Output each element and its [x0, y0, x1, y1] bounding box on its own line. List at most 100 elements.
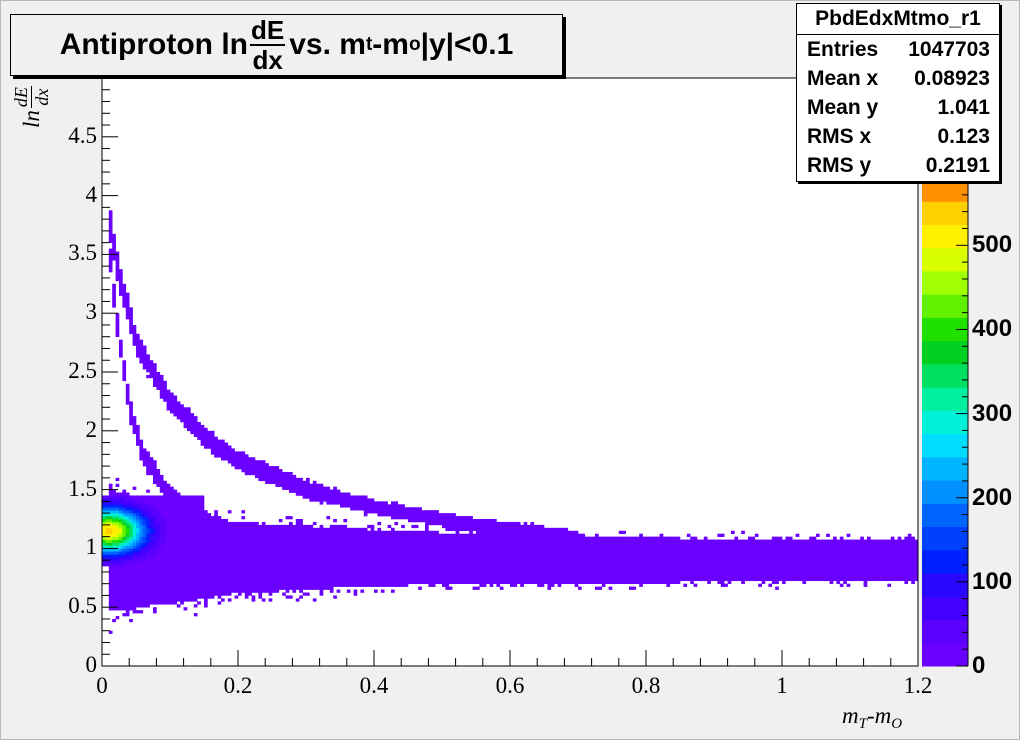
heatmap-cell — [210, 524, 215, 529]
heatmap-cell — [693, 539, 698, 543]
heatmap-cell — [244, 533, 249, 537]
heatmap-cell — [258, 554, 263, 558]
heatmap-cell — [190, 574, 195, 579]
heatmap-cell — [544, 530, 548, 534]
heatmap-cell — [707, 542, 711, 546]
heatmap-cell — [278, 574, 283, 579]
heatmap-cell — [163, 501, 167, 505]
heatmap-cell — [129, 533, 133, 537]
heatmap-cell — [159, 539, 164, 543]
heatmap-cell — [221, 448, 225, 452]
heatmap-cell — [608, 571, 613, 576]
heatmap-cell — [190, 583, 195, 587]
heatmap-cell — [571, 551, 575, 555]
heatmap-cell — [241, 563, 246, 567]
heatmap-cell — [384, 571, 388, 576]
heatmap-cell — [622, 530, 626, 534]
heatmap-cell — [414, 560, 419, 564]
heatmap-cell — [421, 539, 426, 543]
heatmap-cell — [533, 536, 538, 540]
heatmap-cell — [448, 519, 453, 523]
heatmap-cell — [377, 580, 382, 584]
heatmap-cell — [380, 536, 385, 540]
heatmap-cell — [605, 545, 609, 549]
heatmap-cell — [302, 545, 307, 549]
heatmap-cell — [136, 539, 140, 543]
heatmap-cell — [129, 566, 133, 570]
heatmap-cell — [136, 348, 140, 352]
heatmap-cell — [618, 539, 623, 543]
heatmap-cell — [333, 580, 337, 584]
heatmap-cell — [309, 563, 314, 567]
heatmap-cell — [180, 586, 184, 590]
heatmap-cell — [231, 580, 235, 584]
heatmap-cell — [299, 568, 303, 573]
heatmap-cell — [316, 495, 320, 499]
heatmap-cell — [248, 592, 252, 596]
heatmap-cell — [370, 501, 375, 505]
heatmap-cell — [363, 566, 368, 570]
heatmap-cell — [431, 557, 436, 561]
heatmap-cell — [414, 554, 419, 558]
heatmap-cell — [591, 554, 596, 558]
heatmap-cell — [295, 568, 300, 573]
heatmap-cell — [119, 269, 123, 273]
heatmap-cell — [268, 571, 273, 576]
heatmap-cell — [646, 560, 650, 564]
heatmap-cell — [489, 563, 494, 567]
heatmap-cell — [272, 554, 276, 558]
heatmap-cell — [193, 504, 198, 508]
heatmap-cell — [513, 545, 518, 549]
heatmap-cell — [108, 548, 113, 552]
heatmap-cell — [312, 571, 317, 576]
heatmap-cell — [272, 571, 276, 576]
heatmap-cell — [108, 583, 113, 587]
heatmap-cell — [159, 554, 164, 558]
heatmap-cell — [547, 566, 552, 570]
heatmap-cell — [112, 298, 116, 302]
heatmap-cell — [122, 513, 127, 517]
heatmap-cell — [170, 519, 174, 523]
heatmap-cell — [445, 583, 450, 587]
heatmap-cell — [537, 566, 541, 570]
heatmap-cell — [302, 551, 307, 555]
heatmap-cell — [115, 527, 120, 532]
heatmap-cell — [479, 577, 484, 582]
heatmap-cell — [452, 563, 456, 567]
heatmap-cell — [122, 577, 127, 582]
heatmap-cell — [697, 566, 701, 570]
heatmap-cell — [312, 551, 317, 555]
heatmap-cell — [544, 574, 548, 579]
heatmap-cell — [139, 345, 144, 349]
heatmap-cell — [108, 507, 113, 511]
heatmap-cell — [132, 557, 137, 561]
heatmap-cell — [285, 536, 290, 540]
heatmap-cell — [336, 580, 341, 584]
heatmap-cell — [180, 589, 184, 593]
heatmap-cell — [306, 492, 310, 496]
heatmap-cell — [173, 542, 178, 546]
heatmap-cell — [170, 392, 174, 396]
heatmap-cell — [635, 554, 640, 558]
heatmap-cell — [166, 513, 171, 517]
heatmap-cell — [554, 568, 558, 573]
heatmap-cell — [112, 521, 116, 526]
heatmap-cell — [156, 580, 161, 584]
heatmap-cell — [340, 574, 344, 579]
heatmap-cell — [714, 551, 718, 555]
heatmap-cell — [455, 530, 460, 534]
heatmap-cell — [119, 580, 123, 584]
heatmap-cell — [482, 536, 487, 540]
heatmap-cell — [608, 560, 613, 564]
heatmap-cell — [129, 595, 133, 599]
heatmap-cell — [482, 554, 487, 558]
heatmap-cell — [387, 566, 392, 570]
heatmap-cell — [224, 580, 229, 584]
heatmap-cell — [428, 533, 433, 537]
heatmap-cell — [193, 563, 198, 567]
heatmap-cell — [122, 507, 127, 511]
heatmap-cell — [353, 563, 358, 567]
heatmap-cell — [115, 583, 120, 587]
heatmap-cell — [442, 551, 446, 555]
heatmap-cell — [676, 542, 681, 546]
